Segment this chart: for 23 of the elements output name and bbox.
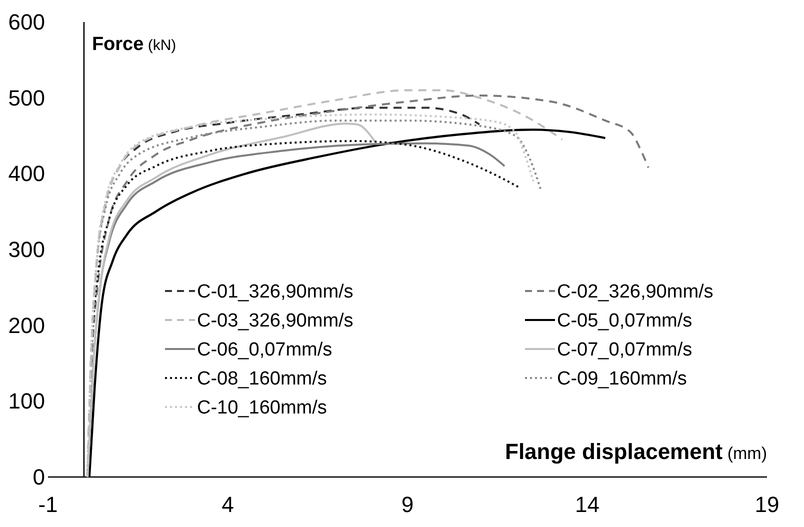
y-tick-label: 200 [8,312,45,338]
x-tick-label: 14 [575,492,600,517]
y-tick-label: 600 [8,10,45,34]
x-tick-label: 4 [222,492,234,517]
legend-label: C-09_160mm/s [557,368,687,390]
legend-label: C-02_326,90mm/s [557,282,714,303]
y-tick-label: 300 [8,237,45,262]
x-tick-label: -1 [38,492,58,517]
y-axis-title: Force (kN) [92,34,176,55]
x-tick-label: 9 [401,492,414,517]
legend-label: C-05_0,07mm/s [557,310,692,332]
legend-label: C-10_160mm/s [197,398,327,419]
y-tick-label: 500 [8,85,45,110]
y-tick-label: 100 [8,388,45,414]
y-tick-label: 0 [32,464,45,490]
x-axis-title: Flange displacement (mm) [505,439,767,464]
legend-label: C-06_0,07mm/s [197,340,332,361]
y-tick-label: 400 [8,161,45,186]
x-tick-label: 19 [754,492,780,517]
legend-label: C-07_0,07mm/s [557,340,692,361]
legend-label: C-01_326,90mm/s [197,282,354,303]
legend-label: C-08_160mm/s [197,368,327,390]
legend-label: C-03_326,90mm/s [197,310,354,332]
